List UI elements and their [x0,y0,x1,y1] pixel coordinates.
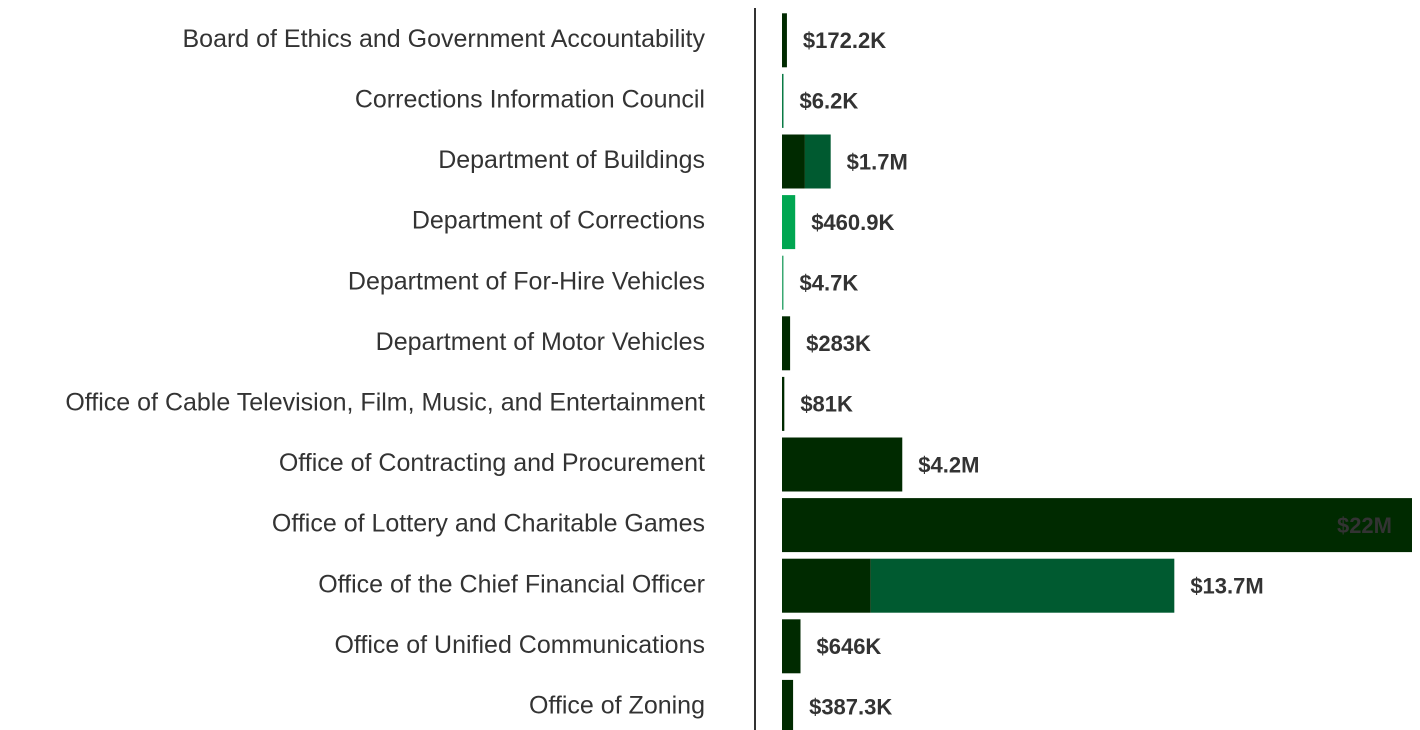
category-label: Office of Lottery and Charitable Games [272,510,705,538]
value-label: $460.9K [811,210,894,235]
bar-segment [782,316,791,371]
bar-segment [782,376,785,431]
bar-segment [804,134,831,189]
bar-segment [782,73,784,128]
value-label: $13.7M [1190,574,1263,599]
category-label: Office of Unified Communications [334,631,705,659]
value-label: $22M [1337,513,1392,538]
bar-segment [782,255,784,310]
value-label: $1.7M [847,149,908,174]
category-label: Office of Cable Television, Film, Music,… [65,389,705,417]
bar-segment [782,134,805,189]
category-label: Department of For-Hire Vehicles [348,267,705,295]
value-label: $6.2K [800,89,859,114]
bar-segment [782,195,796,250]
value-label: $4.7K [800,271,859,296]
value-label: $387.3K [809,695,892,720]
bar-segment [782,498,1412,553]
bar-segment [782,679,794,730]
category-label: Corrections Information Council [355,86,705,114]
category-label: Department of Corrections [412,207,705,235]
bar-segment [870,558,1175,613]
value-label: $646K [816,634,881,659]
value-label: $172.2K [803,28,886,53]
bar-segment [782,13,787,68]
category-label: Department of Motor Vehicles [376,328,705,356]
bar-segment [782,558,871,613]
category-label: Department of Buildings [438,146,705,174]
value-label: $4.2M [918,452,979,477]
value-label: $283K [806,331,871,356]
category-label: Office of the Chief Financial Officer [318,570,705,598]
bar-segment [782,619,801,674]
category-label: Board of Ethics and Government Accountab… [182,25,705,53]
category-label: Office of Contracting and Procurement [279,449,705,477]
bar-segment [782,437,903,492]
category-label: Office of Zoning [529,692,705,720]
value-label: $81K [800,392,853,417]
